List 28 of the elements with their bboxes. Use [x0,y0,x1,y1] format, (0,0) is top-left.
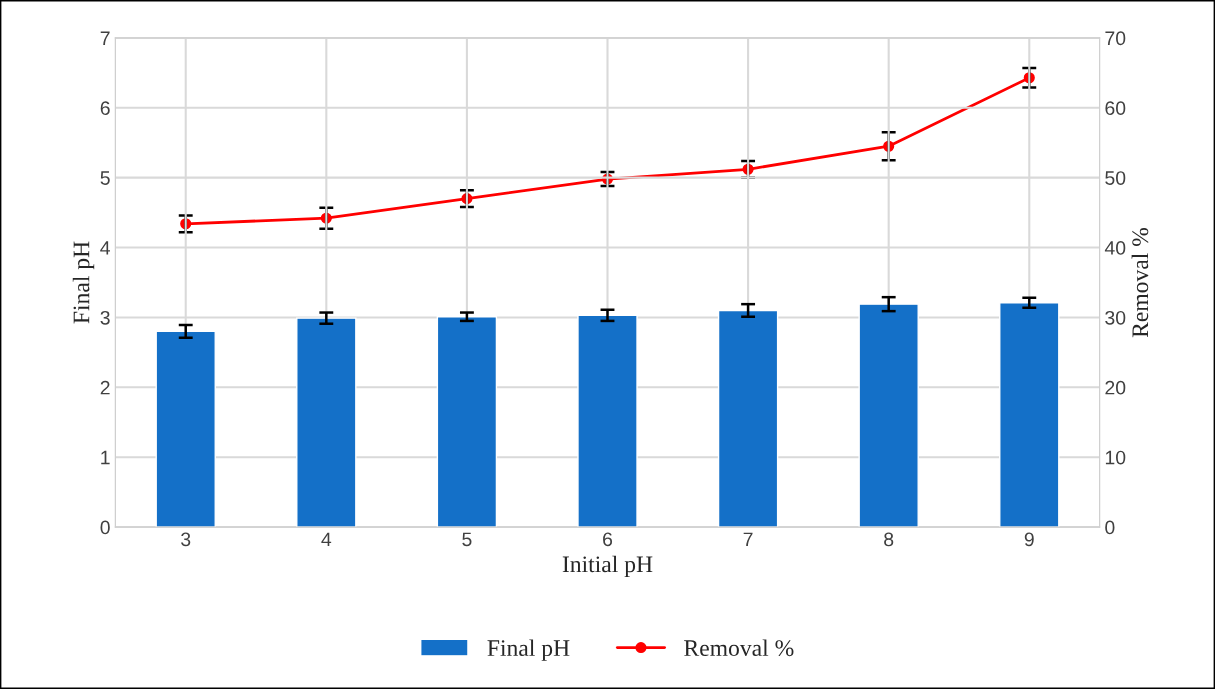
x-tick-label: 6 [603,532,613,547]
y-axis-title: Final pH [72,241,95,324]
y2-tick-label: 20 [1105,380,1126,395]
y-tick-label: 5 [100,171,110,185]
x-axis-title: Initial pH [562,555,653,578]
y2-tick-label: 30 [1105,310,1126,325]
y2-tick-label: 0 [1105,520,1115,535]
y2-tick-label: 50 [1105,171,1126,185]
y2-axis-title: Removal % [1131,227,1149,338]
y2-tick-label: 70 [1105,31,1126,46]
x-tick-label: 8 [884,532,894,547]
y2-tick-label: 40 [1104,241,1126,255]
y-tick-label: 4 [100,241,110,255]
x-tick-label: 5 [462,532,472,547]
y2-tick-label: 10 [1105,450,1126,465]
x-tick-label: 9 [1024,532,1034,547]
y-tick-label: 3 [100,310,110,325]
legend-label: Final pH [487,639,570,661]
y-tick-label: 7 [100,31,110,45]
y-tick-label: 6 [100,101,110,116]
y2-tick-label: 60 [1105,101,1126,116]
y-tick-label: 1 [101,450,110,465]
x-tick-label: 4 [321,532,332,547]
legend-label: Removal % [684,639,794,657]
x-tick-label: 3 [181,532,191,547]
x-tick-label: 7 [743,532,753,547]
y-tick-label: 0 [100,520,110,535]
y-tick-label: 2 [100,380,110,395]
